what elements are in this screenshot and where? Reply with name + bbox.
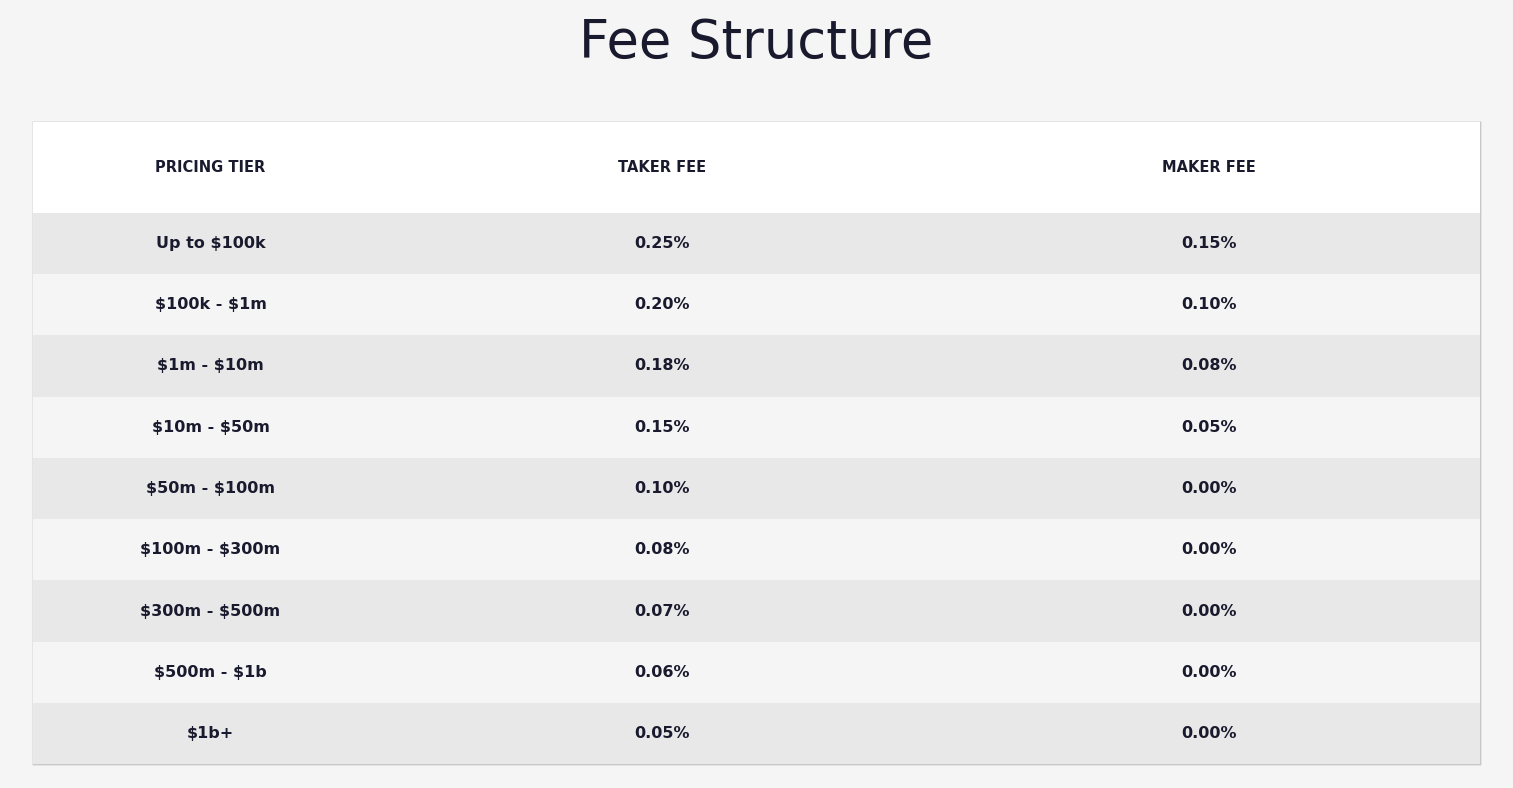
Text: 0.08%: 0.08% [635,542,690,557]
Text: 0.00%: 0.00% [1180,604,1236,619]
Text: \$100m - \$300m: \$100m - \$300m [141,542,280,557]
Text: 0.00%: 0.00% [1180,481,1236,496]
Text: 0.00%: 0.00% [1180,665,1236,680]
Text: \$500m - \$1b: \$500m - \$1b [154,665,266,680]
Text: 0.07%: 0.07% [635,604,690,619]
Text: \$50m - \$100m: \$50m - \$100m [145,481,275,496]
Text: Fee Structure: Fee Structure [579,17,934,69]
Text: 0.00%: 0.00% [1180,542,1236,557]
Text: \$1b+: \$1b+ [186,727,235,742]
Text: TAKER FEE: TAKER FEE [619,160,707,175]
Text: 0.10%: 0.10% [635,481,690,496]
Text: 0.15%: 0.15% [635,420,690,435]
Text: \$1m - \$10m: \$1m - \$10m [157,359,263,374]
Text: 0.18%: 0.18% [635,359,690,374]
Text: 0.08%: 0.08% [1180,359,1236,374]
Text: PRICING TIER: PRICING TIER [156,160,266,175]
Text: \$100k - \$1m: \$100k - \$1m [154,297,266,312]
Text: \$10m - \$50m: \$10m - \$50m [151,420,269,435]
Text: \$300m - \$500m: \$300m - \$500m [141,604,280,619]
Text: 0.15%: 0.15% [1180,236,1236,251]
Text: 0.00%: 0.00% [1180,727,1236,742]
Text: 0.10%: 0.10% [1180,297,1236,312]
Text: 0.05%: 0.05% [635,727,690,742]
Text: 0.05%: 0.05% [1180,420,1236,435]
Text: 0.25%: 0.25% [635,236,690,251]
Text: MAKER FEE: MAKER FEE [1162,160,1256,175]
Text: Up to \$100k: Up to \$100k [156,236,265,251]
Text: 0.06%: 0.06% [635,665,690,680]
Text: 0.20%: 0.20% [635,297,690,312]
